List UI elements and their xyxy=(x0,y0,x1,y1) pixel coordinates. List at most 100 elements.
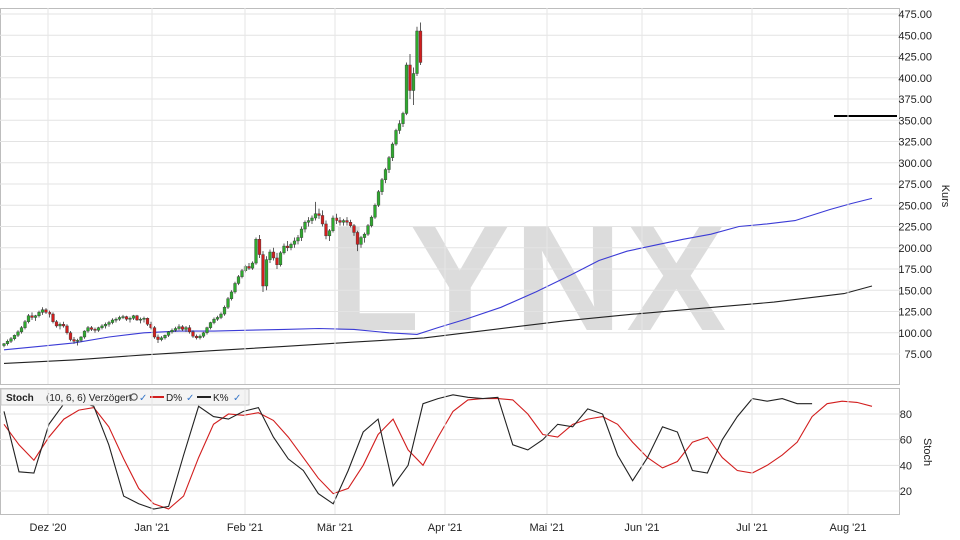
candle xyxy=(72,337,76,344)
candle xyxy=(180,325,185,332)
price-y-tick: 475.00 xyxy=(898,9,932,21)
candle-body xyxy=(184,327,188,330)
candle-body xyxy=(376,191,381,206)
candle-body xyxy=(68,332,73,340)
stoch-y-tick: 40 xyxy=(900,460,912,472)
candle xyxy=(345,217,349,226)
stoch-y-tick: 60 xyxy=(900,435,912,447)
candle-body xyxy=(397,123,402,131)
price-y-tick: 450.00 xyxy=(898,30,932,42)
candle xyxy=(177,324,181,331)
candle-body xyxy=(212,318,216,323)
candle-body xyxy=(103,324,108,327)
candle xyxy=(355,230,360,252)
checkmark-icon[interactable]: ✓ xyxy=(139,393,147,404)
candle-body xyxy=(86,327,90,332)
x-tick-label: Mär '21 xyxy=(317,522,353,534)
candle-body xyxy=(282,245,286,254)
checkmark-icon[interactable]: ✓ xyxy=(233,393,241,404)
candle xyxy=(156,334,160,343)
candle xyxy=(317,208,321,219)
candle-body xyxy=(191,331,195,337)
stoch-y-axis-ticks: 20 40 60 80 xyxy=(900,409,912,498)
price-y-tick: 75.00 xyxy=(904,349,932,361)
candle-body xyxy=(89,327,94,330)
candle-body xyxy=(16,331,20,336)
stoch-lines xyxy=(3,394,873,510)
price-panel xyxy=(0,8,900,385)
candle-body xyxy=(275,257,279,265)
candle xyxy=(348,219,353,228)
candle xyxy=(117,315,122,321)
candle xyxy=(12,334,17,341)
candle-body xyxy=(107,322,111,325)
candle-body xyxy=(114,318,118,321)
candle-body xyxy=(369,216,374,226)
candle xyxy=(19,325,24,334)
stoch-D-line xyxy=(3,398,873,510)
candle-body xyxy=(254,239,258,264)
candle-body xyxy=(348,222,353,226)
candle-body xyxy=(138,318,143,321)
candle-body xyxy=(187,327,192,333)
candle-body xyxy=(380,179,384,192)
stoch-panel xyxy=(0,388,900,515)
candle xyxy=(65,324,69,335)
candle-body xyxy=(26,315,31,322)
settings-icon[interactable] xyxy=(130,393,138,401)
candle xyxy=(212,317,216,325)
candle xyxy=(233,281,237,294)
candle-body xyxy=(292,240,297,245)
candle xyxy=(37,310,41,318)
candle xyxy=(401,111,405,128)
candle xyxy=(362,232,367,243)
candle-body xyxy=(100,325,104,328)
candle xyxy=(394,128,398,146)
candle xyxy=(411,67,416,105)
candle-body xyxy=(240,270,244,277)
checkmark-icon[interactable]: ✓ xyxy=(186,393,194,404)
candle xyxy=(75,338,80,346)
candle-body xyxy=(264,259,269,287)
candle-body xyxy=(152,327,157,338)
candle-body xyxy=(194,335,199,339)
candle-body xyxy=(121,316,125,318)
candle xyxy=(261,251,265,292)
price-y-tick: 300.00 xyxy=(898,158,932,170)
candle xyxy=(366,223,370,236)
candle xyxy=(44,308,48,315)
candle xyxy=(2,342,6,348)
candle xyxy=(9,337,13,343)
candle xyxy=(229,290,234,301)
candle xyxy=(187,325,192,334)
price-y-tick: 100.00 xyxy=(898,328,932,340)
candle-body xyxy=(296,237,300,242)
x-tick-label: Feb '21 xyxy=(227,522,263,534)
stoch-y-tick: 80 xyxy=(900,409,912,421)
candle xyxy=(33,314,38,321)
stoch-legend-title: Stoch xyxy=(6,393,34,404)
candle-body xyxy=(61,324,66,327)
candle xyxy=(107,320,111,327)
candle xyxy=(250,261,255,270)
x-tick-label: Aug '21 xyxy=(830,522,867,534)
candle xyxy=(30,312,34,320)
candle xyxy=(26,314,31,324)
candle-body xyxy=(341,220,346,223)
x-tick-label: Apr '21 xyxy=(428,522,463,534)
candle-body xyxy=(40,309,45,313)
candle xyxy=(100,324,104,330)
candle xyxy=(303,220,307,233)
price-grid xyxy=(0,13,900,355)
candle xyxy=(5,339,10,346)
candle-body xyxy=(271,251,276,259)
candle xyxy=(310,215,314,224)
candle-body xyxy=(289,244,293,248)
candle-body xyxy=(404,64,409,114)
candle xyxy=(159,336,164,342)
candle-body xyxy=(177,326,181,329)
candle-body xyxy=(33,315,38,318)
candle-body xyxy=(142,318,146,320)
candle-body xyxy=(236,276,241,284)
candle-body xyxy=(201,332,206,337)
